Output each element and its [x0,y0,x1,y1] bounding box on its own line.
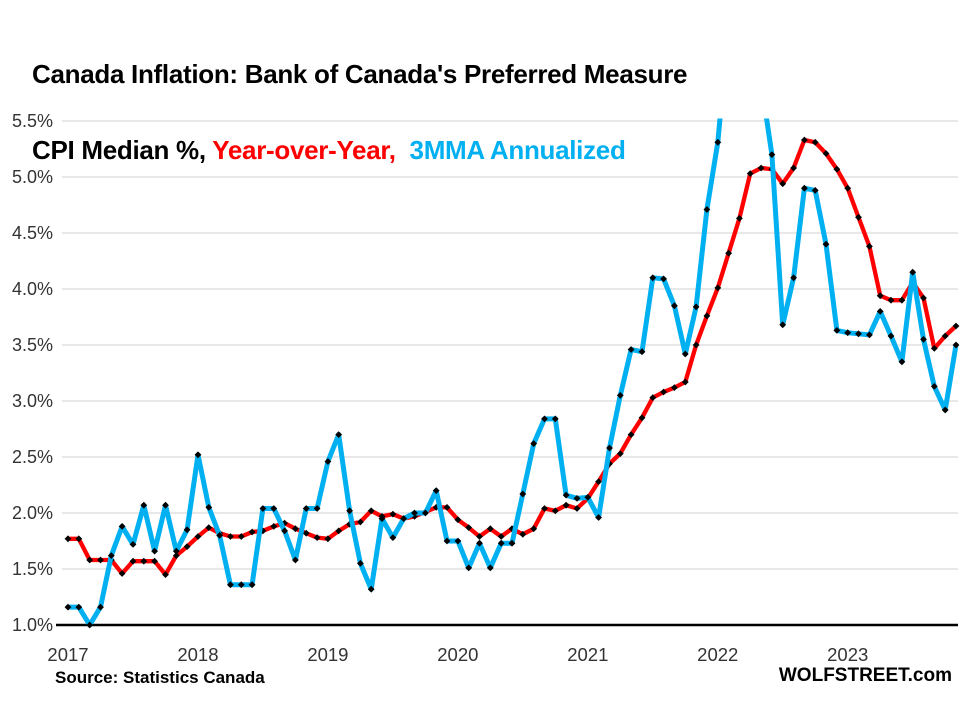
y-tick-1.5%: 1.5% [12,559,53,579]
title-segment-black: CPI Median %, [32,135,213,165]
x-tick-2023: 2023 [827,644,868,665]
x-tick-2021: 2021 [567,644,608,665]
y-tick-5.5%: 5.5% [12,111,53,131]
y-tick-4.5%: 4.5% [12,223,53,243]
x-tick-2018: 2018 [177,644,218,665]
y-tick-1.0%: 1.0% [12,615,53,635]
y-tick-2.5%: 2.5% [12,447,53,467]
chart-title-line1: Canada Inflation: Bank of Canada's Prefe… [32,59,688,89]
x-tick-2019: 2019 [307,644,348,665]
chart-title-line2: CPI Median %, Year-over-Year, 3MMA Annua… [32,130,687,170]
plot-area [64,118,960,629]
y-tick-4.0%: 4.0% [12,279,53,299]
y-axis-labels: 1.0% 1.5% 2.0% 2.5% 3.0% 3.5% 4.0% 4.5% 5.0% 5.5% [12,111,53,635]
y-tick-5.0%: 5.0% [12,167,53,187]
x-axis-labels: 2017 2018 2019 2020 2021 2022 2023 [47,644,868,665]
y-tick-3.0%: 3.0% [12,391,53,411]
wolfstreet-branding: WOLFSTREET.com [778,665,952,686]
source-note: Source: Statistics Canada [55,668,265,687]
y-tick-2.0%: 2.0% [12,503,53,523]
legend-label-yoy: Year-over-Year, [212,135,403,165]
y-tick-3.5%: 3.5% [12,335,53,355]
x-tick-2017: 2017 [47,644,88,665]
x-tick-2020: 2020 [437,644,478,665]
x-tick-2022: 2022 [697,644,738,665]
legend-label-3mma: 3MMA Annualized [402,135,626,165]
chart-title: Canada Inflation: Bank of Canada's Prefe… [32,18,688,206]
